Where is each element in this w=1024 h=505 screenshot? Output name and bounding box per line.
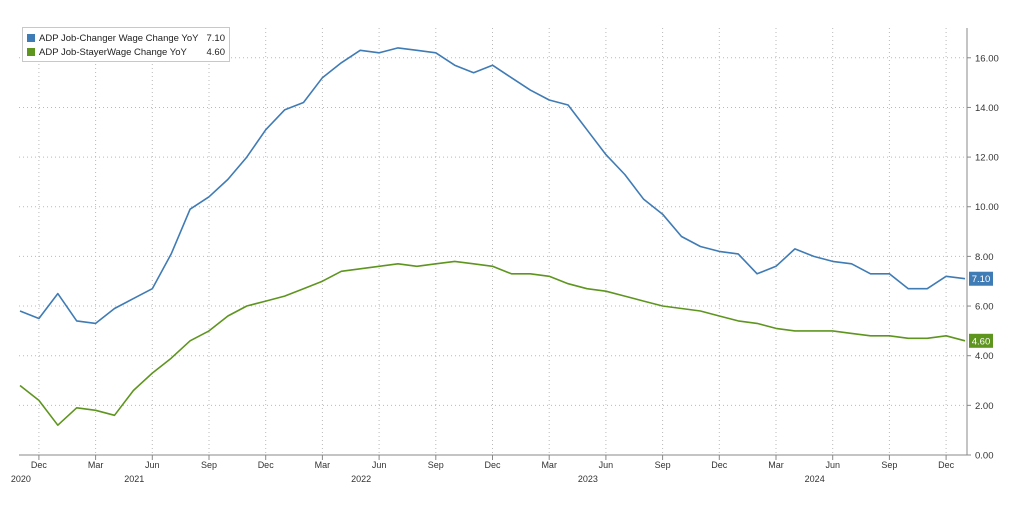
y-tick-label: 2.00 bbox=[975, 401, 994, 412]
x-tick-label: Mar bbox=[315, 460, 331, 470]
legend-label-job-stayer: ADP Job-StayerWage Change YoY bbox=[39, 46, 187, 58]
last-value-badge-0 bbox=[969, 271, 993, 286]
x-year-label: 2024 bbox=[805, 474, 825, 484]
x-tick-label: Dec bbox=[711, 460, 728, 470]
x-tick-label: Sep bbox=[428, 460, 444, 470]
y-tick-label: 16.00 bbox=[975, 53, 999, 64]
x-tick-label: Mar bbox=[88, 460, 104, 470]
last-value-badge-1 bbox=[969, 333, 993, 348]
series-line-1 bbox=[19, 260, 966, 426]
x-tick-label: Jun bbox=[372, 460, 387, 470]
x-year-label: 2022 bbox=[351, 474, 371, 484]
x-tick-label: Sep bbox=[881, 460, 897, 470]
y-tick-label: 12.00 bbox=[975, 153, 999, 164]
x-tick-label: Jun bbox=[145, 460, 160, 470]
legend-value-job-changer: 7.10 bbox=[206, 32, 226, 44]
y-tick-label: 0.00 bbox=[975, 451, 994, 462]
x-tick-label: Jun bbox=[825, 460, 840, 470]
legend-value-job-stayer: 4.60 bbox=[206, 46, 226, 58]
x-tick-label: Sep bbox=[655, 460, 671, 470]
series-line-0 bbox=[19, 47, 966, 325]
x-tick-label: Dec bbox=[258, 460, 275, 470]
x-year-label: 2020 bbox=[11, 474, 31, 484]
x-tick-label: Dec bbox=[484, 460, 501, 470]
x-tick-label: Dec bbox=[31, 460, 48, 470]
y-tick-label: 14.00 bbox=[975, 103, 999, 114]
x-tick-label: Mar bbox=[768, 460, 784, 470]
x-tick-label: Jun bbox=[599, 460, 614, 470]
x-tick-label: Dec bbox=[938, 460, 955, 470]
legend-entry-job-stayer: ADP Job-StayerWage Change YoY 4.60 bbox=[27, 45, 225, 59]
x-tick-label: Mar bbox=[541, 460, 557, 470]
legend-entry-job-changer: ADP Job-Changer Wage Change YoY 7.10 bbox=[27, 31, 225, 45]
axis-layer bbox=[19, 28, 971, 460]
y-tick-label: 10.00 bbox=[975, 202, 999, 213]
x-year-label: 2023 bbox=[578, 474, 598, 484]
last-value-label-0: 7.10 bbox=[972, 274, 991, 285]
y-tick-label: 4.00 bbox=[975, 351, 994, 362]
legend: ADP Job-Changer Wage Change YoY 7.10 ADP… bbox=[22, 27, 230, 62]
x-year-label: 2021 bbox=[124, 474, 144, 484]
legend-label-job-changer: ADP Job-Changer Wage Change YoY bbox=[39, 32, 199, 44]
y-tick-label: 8.00 bbox=[975, 252, 994, 263]
last-value-label-1: 4.60 bbox=[972, 336, 991, 347]
legend-swatch-job-stayer bbox=[27, 48, 35, 56]
label-layer: 0.00 2.00 4.00 6.00 8.00 10.00 12.00 14.00 16.00… bbox=[11, 53, 999, 484]
y-tick-label: 6.00 bbox=[975, 302, 994, 313]
x-tick-label: Sep bbox=[201, 460, 217, 470]
grid-layer bbox=[19, 28, 967, 456]
series-layer bbox=[19, 47, 966, 426]
legend-swatch-job-changer bbox=[27, 34, 35, 42]
